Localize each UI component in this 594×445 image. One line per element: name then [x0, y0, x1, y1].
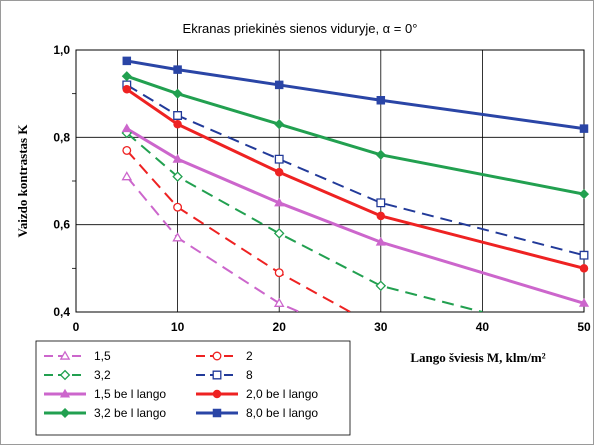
data-point-marker: [579, 250, 589, 260]
x-tick-label: 10: [171, 320, 185, 334]
y-tick-labels: 0,4 0,6 0,8 1,0: [53, 43, 70, 319]
data-point-marker: [121, 123, 132, 133]
data-point-marker: [172, 88, 183, 99]
series-line: [126, 132, 483, 312]
data-point-marker: [121, 171, 133, 181]
legend-label: 2,0 be l lango: [246, 387, 318, 401]
y-tick-label: 0,4: [53, 305, 70, 319]
y-tick-label: 0,8: [53, 130, 70, 144]
x-tick-label: 40: [476, 320, 490, 334]
data-point-marker: [173, 119, 182, 129]
data-point-marker: [122, 56, 132, 66]
x-axis-label: Lango šviesis M, klm/m²: [410, 350, 545, 365]
data-point-marker: [578, 298, 590, 307]
x-tick-label: 50: [577, 320, 591, 334]
data-point-marker: [375, 280, 387, 292]
data-point-marker: [273, 228, 285, 239]
data-point-marker: [173, 202, 183, 212]
x-tick-label: 0: [73, 320, 80, 334]
data-point-marker: [273, 297, 285, 307]
data-point-marker: [122, 85, 132, 94]
y-tick-label: 1,0: [53, 43, 70, 57]
chart-title: Ekranas priekinės sienos viduryje, α = 0…: [183, 21, 418, 36]
data-point-marker: [274, 197, 285, 207]
data-point-marker: [173, 111, 183, 120]
x-tick-label: 20: [273, 320, 287, 334]
data-point-marker: [59, 350, 71, 360]
data-point-marker: [172, 232, 183, 242]
data-point-marker: [578, 189, 590, 200]
legend: 1,5 2 3,2 8 1,5 be l lango 2,0 be l lango 3,2 …: [44, 349, 318, 420]
series-line: [126, 175, 300, 312]
data-point-marker: [274, 154, 284, 164]
data-point-marker: [172, 153, 183, 163]
series-line: [126, 84, 584, 257]
x-tick-label: 30: [374, 320, 388, 334]
legend-label: 8: [246, 368, 253, 382]
data-point-marker: [376, 198, 386, 208]
legend-label: 1,5: [94, 349, 111, 363]
data-point-marker: [376, 95, 386, 105]
data-point-marker: [375, 149, 386, 160]
data-point-marker: [376, 211, 386, 221]
data-point-marker: [173, 65, 182, 74]
y-tick-label: 0,6: [53, 218, 70, 232]
data-point-marker: [375, 236, 386, 246]
data-point-marker: [212, 370, 222, 380]
legend-label: 8,0 be l lango: [246, 406, 318, 420]
data-point-marker: [172, 171, 183, 182]
data-point-marker: [59, 407, 71, 419]
data-point-marker: [59, 369, 71, 381]
legend-label: 2: [246, 349, 253, 363]
data-point-marker: [212, 408, 222, 418]
data-point-marker: [274, 119, 285, 130]
data-point-marker: [59, 388, 71, 398]
data-point-marker: [579, 124, 589, 133]
legend-label: 3,2 be l lango: [94, 406, 166, 420]
series-line: [126, 149, 351, 312]
data-point-marker: [122, 145, 132, 155]
data-point-marker: [274, 168, 284, 177]
plot-area: [75, 49, 585, 313]
data-point-marker: [274, 268, 284, 278]
legend-label: 3,2: [94, 368, 111, 382]
data-point-marker: [212, 389, 222, 399]
legend-label: 1,5 be l lango: [94, 387, 166, 401]
data-point-marker: [212, 351, 222, 361]
marker-layer: [121, 56, 590, 307]
data-point-marker: [579, 264, 589, 273]
legend-box: [35, 340, 351, 436]
data-point-marker: [274, 80, 284, 90]
data-point-marker: [121, 71, 132, 82]
x-tick-labels: 0 10 20 30 40 50: [73, 320, 591, 334]
y-axis-label: Vaizdo kontrastas K: [15, 124, 30, 238]
